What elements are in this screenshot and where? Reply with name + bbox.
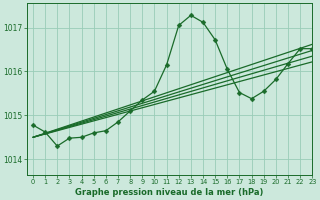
X-axis label: Graphe pression niveau de la mer (hPa): Graphe pression niveau de la mer (hPa) (76, 188, 264, 197)
